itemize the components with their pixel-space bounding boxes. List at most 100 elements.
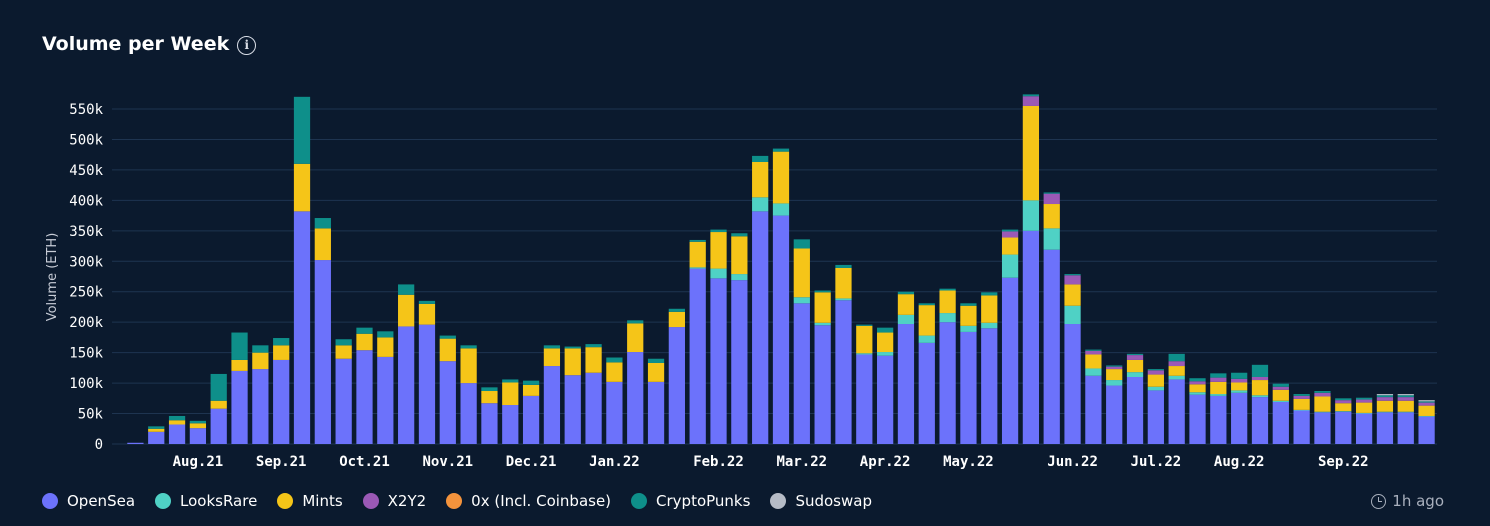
bar-segment-opensea[interactable] [522, 395, 540, 444]
bar-segment-cryptopunks[interactable] [502, 379, 519, 383]
bar-segment-opensea[interactable] [856, 354, 873, 444]
bar-segment-opensea[interactable] [981, 328, 998, 444]
bar-segment-opensea[interactable] [1335, 411, 1352, 444]
bar-segment-mints[interactable] [1251, 380, 1269, 396]
bar-segment-x2y2[interactable] [1418, 402, 1435, 406]
bar-segment-x2y2[interactable] [1106, 366, 1123, 370]
bar-segment-mints[interactable] [460, 348, 477, 384]
bar-segment-opensea[interactable] [1355, 413, 1373, 444]
bar-segment-x2y2[interactable] [1272, 386, 1289, 390]
bar-segment-cryptopunks[interactable] [1106, 365, 1123, 367]
bar-segment-mints[interactable] [1272, 389, 1289, 401]
bar-segment-looksrare[interactable] [1064, 305, 1081, 325]
bar-segment-opensea[interactable] [398, 326, 415, 444]
bar-segment-opensea[interactable] [543, 366, 561, 444]
bar-segment-mints[interactable] [1189, 384, 1206, 393]
bar-segment-looksrare[interactable] [1106, 380, 1123, 386]
bar-segment-mints[interactable] [1376, 400, 1394, 412]
bar-segment-mints[interactable] [814, 292, 831, 323]
bar-segment-cryptopunks[interactable] [939, 288, 956, 291]
bar-segment-cryptopunks[interactable] [918, 303, 935, 306]
bar-segment-opensea[interactable] [835, 300, 852, 444]
bar-segment-mints[interactable] [731, 236, 748, 275]
bar-segment-opensea[interactable] [148, 431, 165, 444]
bar-segment-cryptopunks[interactable] [460, 345, 477, 349]
bar-segment-mints[interactable] [1022, 105, 1040, 201]
bar-segment-cryptopunks[interactable] [689, 239, 706, 242]
bar-segment-x2y2[interactable] [1335, 400, 1352, 404]
bar-segment-looksrare[interactable] [793, 297, 810, 304]
bar-segment-mints[interactable] [168, 420, 186, 425]
bar-segment-cryptopunks[interactable] [418, 300, 436, 304]
bar-segment-looksrare[interactable] [689, 267, 706, 269]
bar-segment-x2y2[interactable] [1022, 96, 1040, 106]
bar-segment-cryptopunks[interactable] [335, 339, 352, 346]
bar-segment-cryptopunks[interactable] [1064, 274, 1081, 276]
bar-segment-cryptopunks[interactable] [148, 426, 165, 429]
bar-segment-looksrare[interactable] [1126, 372, 1144, 377]
bar-segment-mints[interactable] [793, 248, 810, 298]
bar-segment-cryptopunks[interactable] [897, 291, 915, 295]
bar-segment-mints[interactable] [314, 228, 331, 261]
bar-segment-looksrare[interactable] [981, 322, 998, 329]
bar-segment-mints[interactable] [1293, 398, 1310, 410]
bar-segment-cryptopunks[interactable] [1085, 349, 1102, 351]
bar-segment-opensea[interactable] [1168, 379, 1185, 444]
bar-segment-x2y2[interactable] [1376, 397, 1394, 401]
bar-segment-cryptopunks[interactable] [564, 346, 581, 349]
bar-segment-cryptopunks[interactable] [1314, 391, 1331, 393]
bar-segment-mints[interactable] [418, 303, 436, 325]
bar-segment-mints[interactable] [981, 295, 998, 323]
bar-segment-opensea[interactable] [1189, 394, 1206, 444]
bar-segment-mints[interactable] [668, 311, 685, 328]
bar-segment-mints[interactable] [1106, 369, 1123, 381]
bar-segment-cryptopunks[interactable] [772, 148, 790, 152]
bar-segment-mints[interactable] [856, 325, 873, 354]
bar-segment-mints[interactable] [835, 267, 852, 299]
bar-segment-mints[interactable] [231, 359, 248, 371]
bar-segment-mints[interactable] [752, 161, 769, 198]
bar-segment-opensea[interactable] [481, 403, 498, 444]
bar-segment-cryptopunks[interactable] [1189, 378, 1206, 382]
bar-segment-opensea[interactable] [189, 428, 207, 444]
bar-segment-mints[interactable] [481, 391, 498, 404]
bar-segment-cryptopunks[interactable] [814, 290, 831, 293]
bar-segment-mints[interactable] [210, 400, 227, 409]
bar-segment-mints[interactable] [148, 428, 165, 432]
bar-segment-cryptopunks[interactable] [168, 415, 186, 421]
bar-segment-cryptopunks[interactable] [1001, 229, 1019, 232]
bar-segment-cryptopunks[interactable] [356, 327, 373, 334]
bar-segment-opensea[interactable] [1314, 412, 1331, 444]
bar-segment-opensea[interactable] [460, 383, 477, 444]
bar-segment-mints[interactable] [606, 362, 623, 382]
bar-segment-mints[interactable] [939, 290, 956, 314]
bar-segment-looksrare[interactable] [772, 203, 790, 216]
bar-segment-mints[interactable] [689, 241, 706, 268]
bar-segment-cryptopunks[interactable] [1043, 192, 1060, 194]
bar-segment-cryptopunks[interactable] [1355, 397, 1373, 400]
bar-segment-cryptopunks[interactable] [1147, 369, 1164, 371]
bar-segment-x2y2[interactable] [1001, 231, 1019, 238]
bar-segment-x2y2[interactable] [1293, 395, 1310, 399]
bar-segment-mints[interactable] [1168, 366, 1185, 376]
bar-segment-cryptopunks[interactable] [314, 218, 331, 229]
bar-segment-mints[interactable] [1043, 204, 1060, 229]
bar-segment-opensea[interactable] [293, 211, 311, 444]
bar-segment-looksrare[interactable] [918, 335, 935, 343]
bar-segment-looksrare[interactable] [1001, 254, 1019, 278]
bar-segment-opensea[interactable] [814, 325, 831, 444]
bar-segment-looksrare[interactable] [710, 268, 727, 279]
bar-segment-cryptopunks[interactable] [752, 155, 769, 162]
bar-segment-mints[interactable] [877, 332, 894, 353]
info-icon[interactable]: i [237, 35, 257, 55]
bar-segment-mints[interactable] [564, 348, 581, 376]
bar-segment-mints[interactable] [189, 423, 207, 429]
bar-segment-looksrare[interactable] [752, 197, 769, 212]
bar-segment-mints[interactable] [1001, 237, 1019, 255]
bar-segment-cryptopunks[interactable] [710, 229, 727, 233]
bar-segment-x2y2[interactable] [1126, 355, 1144, 360]
bar-segment-looksrare[interactable] [1022, 200, 1040, 231]
bar-segment-cryptopunks[interactable] [960, 303, 977, 306]
bar-segment-mints[interactable] [543, 348, 561, 367]
bar-segment-opensea[interactable] [210, 408, 227, 444]
